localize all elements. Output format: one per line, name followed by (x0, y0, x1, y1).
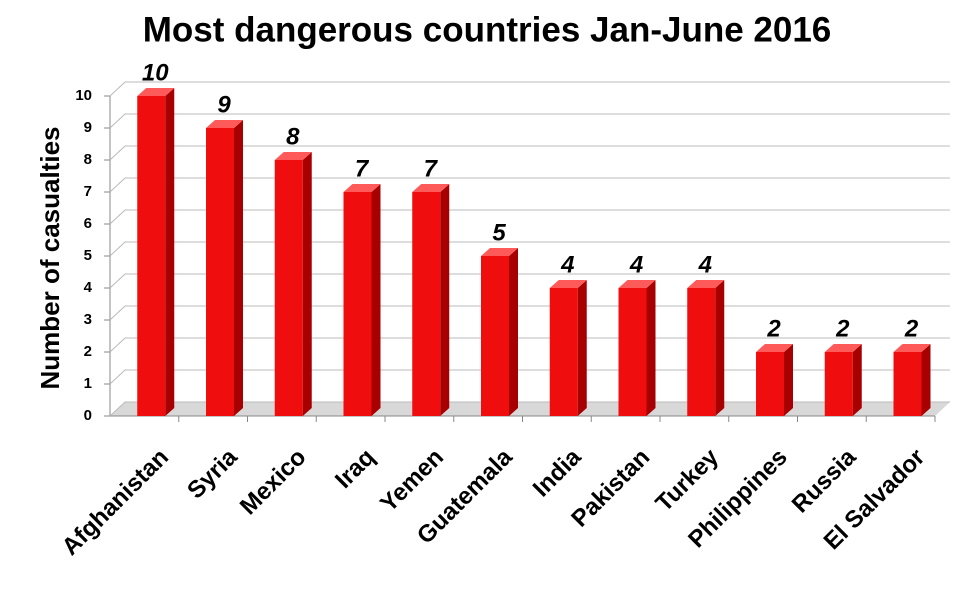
value-label: 4 (629, 251, 643, 278)
bar-side (509, 248, 518, 416)
x-tick-label: Mexico (235, 444, 312, 521)
bar (618, 288, 647, 416)
y-tick-label: 7 (84, 183, 92, 200)
y-tick-label: 1 (84, 375, 92, 392)
y-tick-label: 9 (84, 119, 92, 136)
grid-line (109, 241, 950, 257)
bar-side (165, 88, 175, 416)
bar-side (784, 344, 793, 416)
value-label: 8 (286, 123, 300, 150)
y-tick-label: 10 (75, 87, 92, 104)
bar-top (824, 344, 862, 352)
bar-side (371, 184, 381, 416)
y-axis-label: Number of casualties (35, 127, 65, 390)
bar (824, 352, 853, 416)
x-tick-label: Iraq (330, 444, 380, 494)
grid-line (109, 305, 950, 321)
y-tick-label: 8 (84, 151, 92, 168)
bar-top (549, 280, 587, 288)
bar-top (137, 88, 175, 96)
grid-line (109, 337, 950, 353)
grid-line (109, 401, 950, 417)
bar (412, 192, 441, 416)
grid-line (109, 113, 950, 129)
grid-line (109, 209, 950, 225)
y-tick-label: 4 (84, 279, 93, 296)
bar (549, 288, 578, 416)
grid-line (109, 369, 950, 385)
floor (110, 402, 950, 416)
bar-side (715, 280, 725, 416)
bar (756, 352, 784, 416)
bar-side (577, 280, 587, 416)
y-tick-label: 5 (84, 247, 92, 264)
grid-line (109, 145, 950, 161)
bar (206, 128, 234, 416)
bar-top (756, 344, 793, 352)
y-tick-label: 0 (84, 407, 92, 424)
bar-top (343, 184, 381, 192)
y-tick-label: 2 (84, 343, 92, 360)
bar-top (206, 120, 243, 128)
bar-top (412, 184, 450, 192)
bar-top (618, 280, 656, 288)
value-label: 9 (217, 91, 231, 118)
y-tick-label: 6 (84, 215, 92, 232)
bar-top (274, 152, 312, 160)
bar-top (687, 280, 725, 288)
value-label: 4 (698, 251, 712, 278)
bar (274, 160, 303, 416)
value-label: 4 (560, 251, 574, 278)
bar-side (302, 152, 312, 416)
bar-side (440, 184, 450, 416)
value-label: 7 (424, 155, 439, 182)
x-tick-label: Syria (182, 443, 243, 504)
x-tick-label: India (528, 443, 587, 502)
value-label: 10 (142, 59, 169, 86)
value-label: 2 (835, 315, 850, 342)
bar (893, 352, 922, 416)
y-tick-label: 3 (84, 311, 92, 328)
bar (687, 288, 716, 416)
value-label: 5 (492, 219, 506, 246)
bar (343, 192, 372, 416)
bar-side (852, 344, 862, 416)
value-label: 7 (355, 155, 370, 182)
bar-side (921, 344, 931, 416)
chart-title: Most dangerous countries Jan-June 2016 (143, 10, 832, 49)
bar-side (234, 120, 243, 416)
bar-top (893, 344, 931, 352)
bar-top (481, 248, 518, 256)
bar (137, 96, 166, 416)
bar (481, 256, 509, 416)
grid-line (109, 81, 950, 97)
value-label: 2 (904, 315, 919, 342)
bar-side (646, 280, 656, 416)
x-tick-label: Afghanistan (57, 444, 174, 561)
grid-line (109, 177, 950, 193)
value-label: 2 (766, 315, 781, 342)
grid-line (109, 273, 950, 289)
